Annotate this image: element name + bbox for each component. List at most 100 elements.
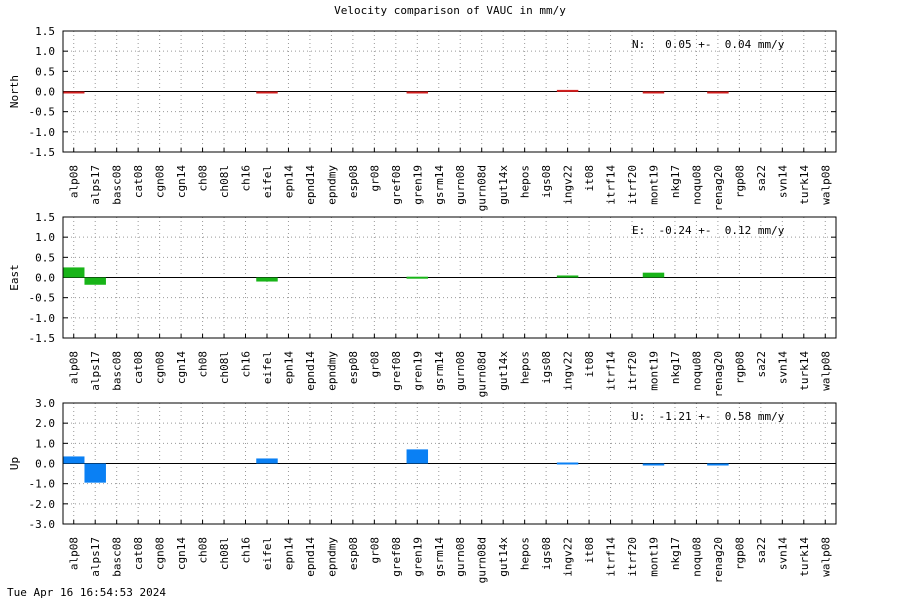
up-xtick-label: cgn08 <box>154 537 167 570</box>
east-xtick-label: basc08 <box>111 351 124 391</box>
north-bar-alp08 <box>63 91 85 94</box>
east-xtick-label: cat08 <box>132 351 145 384</box>
east-xtick-label: ch08l <box>218 351 231 384</box>
up-ytick-label: 3.0 <box>35 397 55 410</box>
north-bar-mont19 <box>642 91 665 94</box>
east-xtick-label: ingv22 <box>562 351 575 391</box>
east-ytick-label: 0.5 <box>35 251 55 264</box>
east-ytick-label: 1.0 <box>35 231 55 244</box>
east-xtick-label: itrf14 <box>605 351 618 391</box>
up-xtick-label: alps17 <box>89 537 102 577</box>
east-xtick-label: alp08 <box>68 351 81 384</box>
up-bar-alp08 <box>63 456 85 464</box>
up-ytick-label: 1.0 <box>35 437 55 450</box>
north-xtick-label: gut14x <box>497 165 510 205</box>
up-xtick-label: cat08 <box>132 537 145 570</box>
up-bar-ingv22 <box>556 462 579 465</box>
north-xtick-label: gr08 <box>368 165 381 192</box>
up-xtick-label: epn14 <box>282 537 295 570</box>
north-ytick-label: -1.5 <box>29 146 56 159</box>
north-xtick-label: eifel <box>261 165 274 198</box>
up-xtick-label: esp08 <box>347 537 360 570</box>
east-ytick-label: 1.5 <box>35 211 55 224</box>
up-bar-gren19 <box>406 449 429 464</box>
up-bar-renag20 <box>707 463 729 466</box>
east-xtick-label: igs08 <box>540 351 553 384</box>
up-ytick-label: -1.0 <box>29 478 56 491</box>
north-xtick-label: gsrm14 <box>433 165 446 205</box>
north-ytick-label: 0.5 <box>35 65 55 78</box>
up-xtick-label: ch08 <box>197 537 210 564</box>
up-xtick-label: ingv22 <box>562 537 575 577</box>
north-xtick-label: ch08l <box>218 165 231 198</box>
east-xtick-label: svn14 <box>776 351 789 384</box>
north-xtick-label: ingv22 <box>562 165 575 205</box>
east-xtick-label: epn14 <box>282 351 295 384</box>
up-ytick-label: -3.0 <box>29 518 56 531</box>
east-xtick-label: cgn14 <box>175 351 188 384</box>
up-xtick-label: gut14x <box>497 537 510 577</box>
east-ytick-label: 0.0 <box>35 272 55 285</box>
north-xtick-label: hepos <box>519 165 532 198</box>
north-xtick-label: itrf14 <box>605 165 618 205</box>
up-xtick-label: mont19 <box>647 537 660 577</box>
up-xtick-label: gr08 <box>368 537 381 564</box>
north-xtick-label: walp08 <box>819 165 832 205</box>
east-bar-eifel <box>256 277 278 282</box>
north-ytick-label: 1.0 <box>35 45 55 58</box>
east-ytick-label: -0.5 <box>29 292 56 305</box>
up-xtick-label: walp08 <box>819 537 832 577</box>
north-xtick-label: basc08 <box>111 165 124 205</box>
up-xtick-label: basc08 <box>111 537 124 577</box>
up-xtick-label: cgn14 <box>175 537 188 570</box>
east-xtick-label: gren19 <box>411 351 424 391</box>
east-ytick-label: -1.5 <box>29 332 56 345</box>
north-xtick-label: igs08 <box>540 165 553 198</box>
north-xtick-label: nkg17 <box>669 165 682 198</box>
north-xtick-label: cgn08 <box>154 165 167 198</box>
east-xtick-label: turk14 <box>798 351 811 391</box>
east-bar-alps17 <box>84 277 106 285</box>
up-xtick-label: gsrm14 <box>433 537 446 577</box>
east-xtick-label: sa22 <box>755 351 768 378</box>
north-xtick-label: gref08 <box>390 165 403 205</box>
east-xtick-label: cgn08 <box>154 351 167 384</box>
up-xtick-label: noqu08 <box>690 537 703 577</box>
north-bar-eifel <box>256 91 278 94</box>
east-plot-frame <box>62 216 837 339</box>
east-bar-ingv22 <box>556 275 579 278</box>
east-xtick-label: gurn08 <box>454 351 467 391</box>
up-xtick-label: gurn08 <box>454 537 467 577</box>
east-xtick-label: rgp08 <box>733 351 746 384</box>
east-xtick-label: hepos <box>519 351 532 384</box>
east-xtick-label: epndmy <box>325 351 338 391</box>
up-xtick-label: it08 <box>583 537 596 564</box>
east-xtick-label: noqu08 <box>690 351 703 391</box>
up-xtick-label: rgp08 <box>733 537 746 570</box>
up-xtick-label: epnd14 <box>304 537 317 577</box>
up-xtick-label: nkg17 <box>669 537 682 570</box>
up-plot-frame <box>62 402 837 525</box>
up-xtick-label: alp08 <box>68 537 81 570</box>
up-xtick-label: gurn08d <box>476 537 489 583</box>
north-plot-frame <box>62 30 837 153</box>
up-xtick-label: sa22 <box>755 537 768 564</box>
north-xtick-label: gren19 <box>411 165 424 205</box>
north-xtick-label: esp08 <box>347 165 360 198</box>
north-xtick-label: it08 <box>583 165 596 192</box>
up-bar-mont19 <box>642 463 665 466</box>
north-xtick-label: alps17 <box>89 165 102 205</box>
east-xtick-label: mont19 <box>647 351 660 391</box>
up-xtick-label: epndmy <box>325 537 338 577</box>
east-xtick-label: gsrm14 <box>433 351 446 391</box>
north-xtick-label: ch08 <box>197 165 210 192</box>
north-ytick-label: -1.0 <box>29 126 56 139</box>
east-xtick-label: renag20 <box>712 351 725 397</box>
north-xtick-label: epndmy <box>325 165 338 205</box>
north-ytick-label: 1.5 <box>35 25 55 38</box>
north-ytick-label: 0.0 <box>35 86 55 99</box>
north-xtick-label: epn14 <box>282 165 295 198</box>
north-ytick-label: -0.5 <box>29 106 56 119</box>
north-xtick-label: rgp08 <box>733 165 746 198</box>
